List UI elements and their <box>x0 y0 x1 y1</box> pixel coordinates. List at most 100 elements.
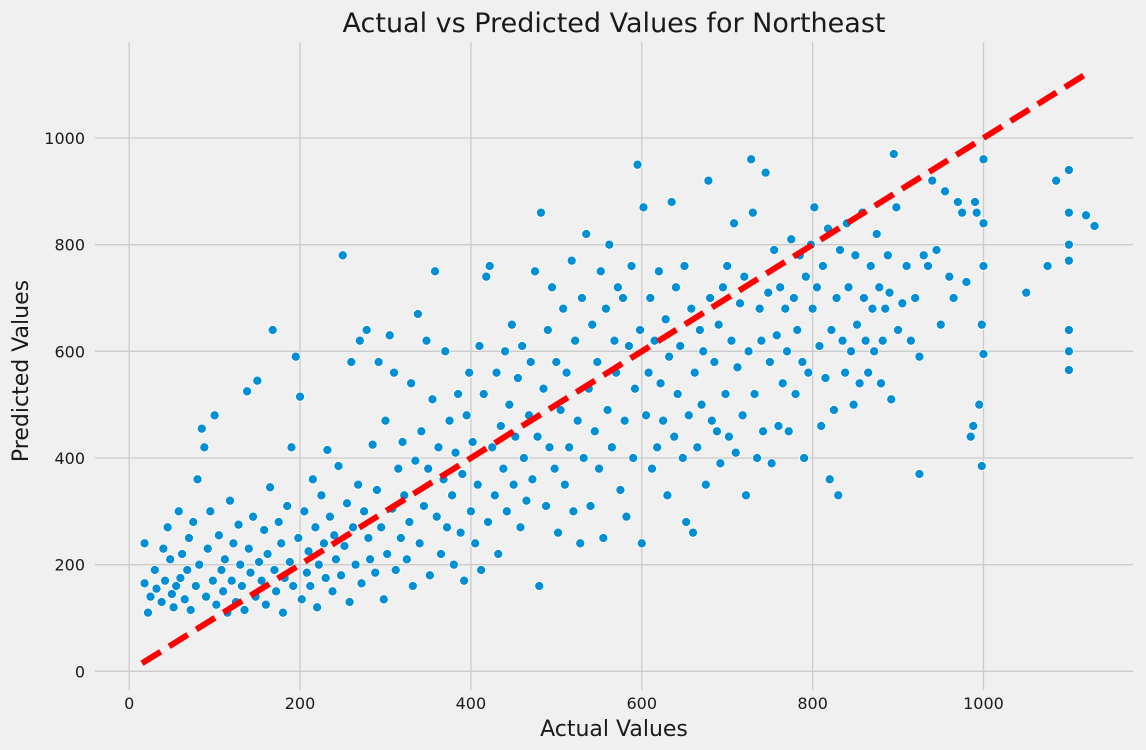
data-point <box>874 282 885 293</box>
data-point <box>370 567 381 578</box>
data-point <box>457 468 468 480</box>
data-point <box>728 218 740 229</box>
data-point <box>820 372 831 384</box>
y-tick-label: 600 <box>54 342 85 361</box>
data-point <box>354 335 365 346</box>
data-point <box>968 420 979 432</box>
data-point <box>476 564 487 576</box>
data-point <box>318 538 330 549</box>
data-point <box>196 423 207 434</box>
data-point <box>429 266 441 277</box>
data-point <box>948 292 959 304</box>
data-point <box>139 538 150 549</box>
data-point <box>686 303 697 314</box>
data-point <box>424 570 435 581</box>
data-point <box>395 532 406 544</box>
data-point <box>293 532 304 544</box>
y-tick-label: 800 <box>54 236 85 255</box>
data-point <box>891 202 902 213</box>
data-point <box>433 442 444 453</box>
data-point <box>262 548 273 560</box>
data-point <box>664 351 675 362</box>
y-tick-label: 1000 <box>44 129 85 148</box>
data-point <box>666 196 677 208</box>
data-point <box>384 330 395 341</box>
data-point <box>726 335 737 346</box>
data-point <box>558 303 569 314</box>
data-point <box>800 271 811 282</box>
data-point <box>179 594 190 605</box>
x-tick-label: 800 <box>797 694 828 713</box>
data-point <box>361 324 372 336</box>
data-point <box>961 276 972 288</box>
data-point <box>619 415 630 426</box>
data-point <box>840 367 851 378</box>
chart-title: Actual vs Predicted Values for Northeast <box>343 8 886 39</box>
data-point <box>139 578 150 589</box>
data-point <box>282 500 293 512</box>
data-point <box>792 324 803 336</box>
data-point <box>643 367 654 378</box>
data-point <box>646 463 658 474</box>
data-point <box>378 594 389 605</box>
data-point <box>971 207 982 218</box>
data-point <box>166 588 177 600</box>
data-point <box>209 410 220 421</box>
data-point <box>346 356 357 368</box>
data-point <box>931 244 942 256</box>
data-point <box>632 159 643 170</box>
data-point <box>498 463 509 474</box>
data-point <box>775 282 786 293</box>
data-point <box>578 452 589 464</box>
data-point <box>754 303 765 314</box>
data-point <box>459 575 470 586</box>
data-point <box>182 564 193 576</box>
data-point <box>952 196 963 208</box>
data-point <box>380 415 391 426</box>
data-point <box>722 260 733 272</box>
data-point <box>786 234 797 245</box>
data-point <box>645 292 656 304</box>
data-point <box>407 580 418 592</box>
data-point <box>312 602 323 613</box>
data-point <box>609 335 620 346</box>
data-point <box>615 484 626 496</box>
data-point <box>327 586 338 597</box>
data-point <box>165 554 176 565</box>
data-point <box>957 207 968 218</box>
data-point <box>713 319 724 330</box>
data-point <box>390 564 401 576</box>
data-point <box>901 260 912 272</box>
data-point <box>512 372 523 384</box>
data-point <box>758 426 769 437</box>
y-tick-label: 0 <box>75 662 85 681</box>
data-point <box>183 532 195 544</box>
data-point <box>809 202 820 213</box>
data-point <box>286 442 297 453</box>
data-point <box>743 346 754 357</box>
data-point <box>752 452 763 464</box>
data-point <box>450 447 461 458</box>
data-point <box>158 543 169 554</box>
data-point <box>149 564 160 576</box>
data-point <box>581 228 592 240</box>
data-point <box>739 271 750 282</box>
data-point <box>487 442 498 453</box>
data-point <box>365 554 376 565</box>
data-point <box>506 319 517 330</box>
data-point <box>843 282 854 293</box>
data-point <box>882 250 893 261</box>
x-tick-label: 600 <box>626 694 657 713</box>
data-point <box>564 442 575 453</box>
data-point <box>247 511 259 522</box>
data-point <box>803 367 814 378</box>
data-point <box>470 538 481 549</box>
data-point <box>190 580 201 592</box>
data-point <box>1063 255 1074 266</box>
data-point <box>242 386 253 397</box>
data-point <box>737 410 748 421</box>
data-point <box>617 292 629 304</box>
data-point <box>867 303 878 314</box>
data-point <box>151 583 162 594</box>
data-point <box>621 511 632 522</box>
